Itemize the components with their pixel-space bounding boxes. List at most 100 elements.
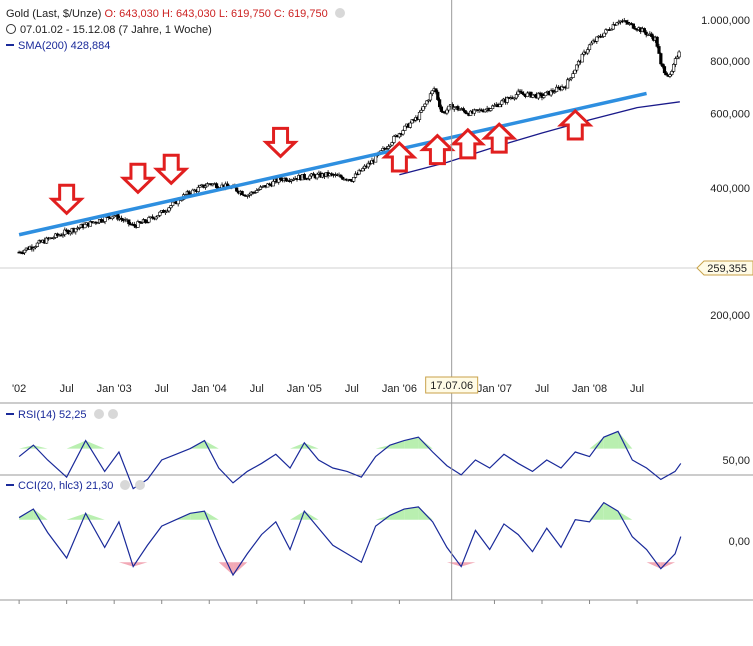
candle-body bbox=[143, 219, 147, 223]
x-tick-label: Jul bbox=[155, 383, 169, 395]
candle-body bbox=[571, 73, 575, 78]
candle-body bbox=[258, 186, 263, 190]
candle-body bbox=[555, 86, 559, 92]
rsi-settings-gear-icon[interactable] bbox=[93, 409, 104, 419]
candle-body bbox=[427, 99, 431, 102]
candle-body bbox=[531, 94, 535, 98]
candle-body bbox=[96, 222, 100, 225]
candle-body bbox=[655, 36, 659, 47]
candle-body bbox=[32, 247, 36, 250]
candles bbox=[17, 17, 681, 255]
candle-body bbox=[266, 183, 270, 188]
candle-body bbox=[271, 181, 275, 187]
candle-body bbox=[257, 189, 261, 191]
candle-body bbox=[672, 64, 676, 72]
candle-body bbox=[107, 216, 111, 219]
candle-body bbox=[302, 174, 306, 179]
candle-body bbox=[565, 79, 570, 89]
candle-body bbox=[463, 110, 467, 114]
y-tick-label: 200,000 bbox=[710, 310, 750, 322]
candle-body bbox=[447, 105, 451, 111]
candle-body bbox=[74, 228, 78, 233]
down-arrow bbox=[262, 126, 299, 159]
candle-body bbox=[83, 224, 87, 229]
candle-body bbox=[657, 46, 661, 54]
x-tick-label: Jul bbox=[345, 383, 359, 395]
candle-body bbox=[247, 193, 252, 196]
sma-swatch-icon bbox=[6, 44, 14, 46]
candle-body bbox=[374, 155, 378, 163]
period-label: 07.01.02 - 15.12.08 (7 Jahre, 1 Woche) bbox=[20, 24, 212, 36]
candle-body bbox=[110, 216, 114, 219]
candle-body bbox=[553, 91, 557, 93]
candle-body bbox=[308, 175, 312, 180]
candle-body bbox=[452, 107, 456, 110]
period-legend: 07.01.02 - 15.12.08 (7 Jahre, 1 Woche) bbox=[6, 24, 212, 37]
candle-body bbox=[101, 221, 105, 223]
candle-body bbox=[44, 237, 49, 244]
x-tick-label: Jan '06 bbox=[382, 383, 417, 395]
candle-body bbox=[602, 32, 606, 37]
x-tick-label: Jan '04 bbox=[192, 383, 227, 395]
rsi-close-icon[interactable] bbox=[107, 409, 118, 419]
sma-line bbox=[399, 101, 680, 176]
up-arrow bbox=[480, 122, 518, 154]
candle-body bbox=[147, 217, 151, 223]
y-tick-label: 800,000 bbox=[710, 56, 750, 68]
candle-body bbox=[518, 90, 522, 93]
candle-body bbox=[456, 106, 460, 111]
candle-body bbox=[419, 109, 423, 113]
candle-body bbox=[633, 28, 637, 30]
candle-body bbox=[542, 95, 546, 98]
sma-value: 428,884 bbox=[70, 40, 111, 52]
overbought-fill bbox=[389, 440, 405, 449]
candle-body bbox=[171, 201, 175, 206]
down-arrow bbox=[153, 153, 190, 186]
candle-body bbox=[167, 207, 171, 212]
current-price-value: 259,355 bbox=[707, 263, 747, 275]
cci-label: CCI(20, hlc3) bbox=[18, 480, 83, 492]
sma-legend: SMA(200) 428,884 bbox=[6, 40, 110, 53]
candle-body bbox=[659, 53, 663, 65]
candle-body bbox=[21, 252, 25, 254]
candle-body bbox=[439, 106, 444, 112]
x-tick-label: Jul bbox=[535, 383, 549, 395]
candle-body bbox=[617, 21, 621, 24]
overbought-fill bbox=[85, 440, 105, 449]
candle-body bbox=[291, 179, 295, 181]
candle-body bbox=[483, 109, 487, 113]
candle-body bbox=[425, 100, 429, 105]
cci-settings-gear-icon[interactable] bbox=[120, 480, 131, 490]
cci-swatch-icon bbox=[6, 484, 14, 486]
candle-body bbox=[61, 234, 65, 236]
y-tick-label: 1.000,000 bbox=[701, 15, 750, 27]
up-arrow bbox=[381, 140, 418, 173]
candle-body bbox=[408, 122, 412, 128]
candle-body bbox=[88, 221, 93, 227]
x-tick-label: Jan '08 bbox=[572, 383, 607, 395]
cci-close-icon[interactable] bbox=[134, 480, 145, 490]
high-value: H: 643,030 bbox=[161, 8, 216, 20]
settings-gear-icon[interactable] bbox=[334, 8, 345, 18]
rsi-legend: RSI(14) 52,25 bbox=[6, 409, 118, 422]
candle-body bbox=[315, 174, 319, 179]
candle-body bbox=[311, 173, 316, 176]
candle-body bbox=[624, 20, 628, 23]
down-arrow bbox=[119, 162, 157, 195]
overbought-fill bbox=[290, 442, 305, 449]
candle-body bbox=[353, 173, 358, 178]
overbought-fill bbox=[85, 513, 105, 520]
candle-body bbox=[615, 22, 619, 26]
crosshair: 17.07.06 bbox=[425, 0, 479, 600]
oversold-fill bbox=[218, 562, 234, 576]
candle-body bbox=[520, 91, 524, 95]
oversold-fill bbox=[233, 562, 248, 576]
x-tick-label: Jan '05 bbox=[287, 383, 322, 395]
candle-body bbox=[55, 233, 60, 236]
candle-body bbox=[600, 36, 604, 38]
candle-body bbox=[392, 136, 396, 143]
candle-body bbox=[458, 109, 462, 111]
overbought-fill bbox=[418, 506, 433, 520]
candle-body bbox=[587, 44, 592, 50]
low-value: L: 619,750 bbox=[218, 8, 271, 20]
